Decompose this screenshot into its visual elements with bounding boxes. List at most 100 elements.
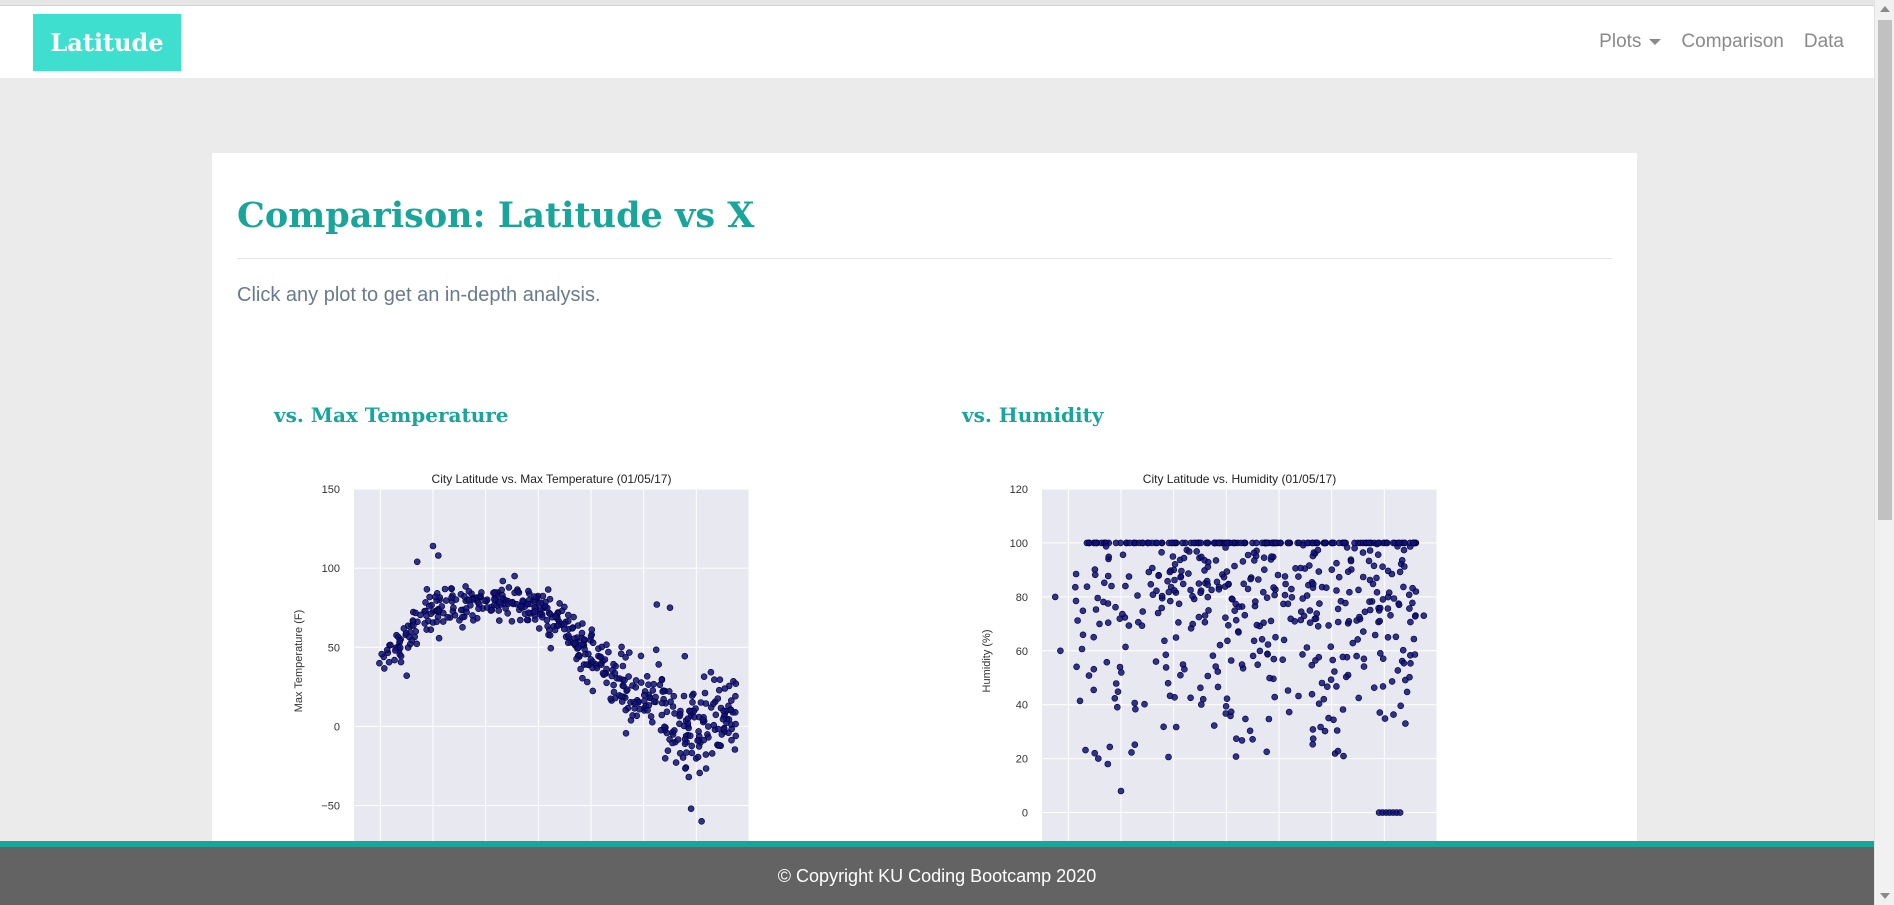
scatter-point [1366,598,1373,605]
scatter-point [564,611,572,619]
scatter-point [543,616,551,624]
scatter-point [1387,612,1394,619]
scatter-point [646,694,654,701]
scatter-point [1204,593,1212,601]
scatter-point [694,737,701,744]
scatter-point [427,626,435,633]
scatter-point [505,584,513,591]
scatter-point [1335,573,1343,581]
scroll-down-arrow-icon[interactable] [1880,893,1890,899]
scrollbar-thumb[interactable] [1878,20,1892,520]
nav-plots-label: Plots [1599,31,1642,52]
scatter-point [1250,637,1258,645]
scatter-point [508,618,516,625]
scatter-point [1411,613,1419,620]
scatter-point [465,596,473,604]
scatter-point [1160,723,1167,731]
scatter-point [1171,576,1178,584]
scatter-point [580,636,588,643]
scatter-point [433,618,440,625]
scatter-point [1164,577,1171,585]
scatter-point [687,805,695,813]
scatter-point [438,603,446,610]
y-tick-label: 0 [334,721,340,733]
scatter-point [1263,594,1271,601]
scatter-point [727,706,735,714]
scatter-point [1256,647,1264,655]
scatter-point [491,601,498,609]
chart-title: City Latitude vs. Max Temperature (01/05… [432,472,672,486]
scatter-point [1314,539,1321,547]
scatter-point [1178,567,1185,575]
scatter-point [605,648,612,656]
scatter-point [1165,753,1172,761]
y-tick-label: 100 [322,563,340,575]
scatter-point [1325,622,1332,629]
scatter-point [631,700,639,708]
scatter-point [397,652,405,660]
scatter-point [573,655,580,663]
scatter-point [583,678,591,686]
scatter-point [1323,683,1331,690]
scatter-point [1359,628,1367,635]
scatter-point [537,599,545,606]
humidity-scatter-plot[interactable]: City Latitude vs. Humidity (01/05/17) 120… [962,453,1542,843]
scatter-point [702,700,710,707]
scatter-point [589,687,597,695]
scatter-point [578,629,586,637]
scatter-point [610,660,617,668]
scatter-point [1251,598,1259,605]
scatter-point [478,589,485,596]
scatter-point [704,723,712,730]
scatter-point [1177,671,1184,679]
scatter-point [1201,612,1209,619]
scatter-point [1345,618,1353,625]
scatter-point [1303,644,1311,651]
scatter-point [1197,684,1204,692]
scatter-point [417,611,424,619]
scatter-point [1155,572,1162,579]
footer: © Copyright KU Coding Bootcamp 2020 [0,847,1874,905]
scatter-point [457,591,465,598]
scatter-point [1104,572,1112,580]
scatter-point [535,625,543,632]
scatter-point [695,743,703,750]
scatter-point [441,585,449,593]
scatter-point [1079,631,1087,639]
scatter-point [1384,593,1392,601]
vertical-scrollbar[interactable] [1874,0,1894,905]
scroll-up-arrow-icon[interactable] [1880,6,1890,12]
scatter-point [491,589,498,596]
scatter-point [1327,643,1335,650]
scatter-point [671,727,678,734]
scatter-point [1092,606,1100,613]
scatter-point [598,643,606,651]
y-tick-label: 60 [1016,646,1028,658]
brand-logo-link[interactable]: Latitude [33,14,181,71]
scatter-point [1131,699,1138,707]
scatter-point [1314,623,1322,630]
scatter-point [1235,629,1242,636]
scatter-point [1266,674,1273,682]
scatter-point [423,586,431,593]
scatter-point [531,608,539,615]
nav-data-link[interactable]: Data [1803,31,1844,52]
scatter-point [587,656,595,663]
nav-comparison-link[interactable]: Comparison [1681,31,1784,52]
scatter-point [686,707,694,715]
max-temperature-scatter-plot[interactable]: City Latitude vs. Max Temperature (01/05… [274,453,854,843]
scatter-point [640,697,648,705]
scatter-point [1105,553,1112,561]
scatter-point [1420,612,1428,619]
scatter-point [1179,539,1186,547]
scatter-point [1321,727,1329,735]
scatter-point [1411,651,1419,658]
scatter-point [1125,573,1133,580]
scatter-point [396,644,404,651]
scatter-point [1401,676,1409,684]
scatter-point [1074,617,1081,624]
scatter-point [1254,661,1262,668]
scatter-point [1400,583,1407,591]
nav-plots-dropdown[interactable]: Plots [1599,31,1662,53]
scatter-point [1197,589,1204,596]
